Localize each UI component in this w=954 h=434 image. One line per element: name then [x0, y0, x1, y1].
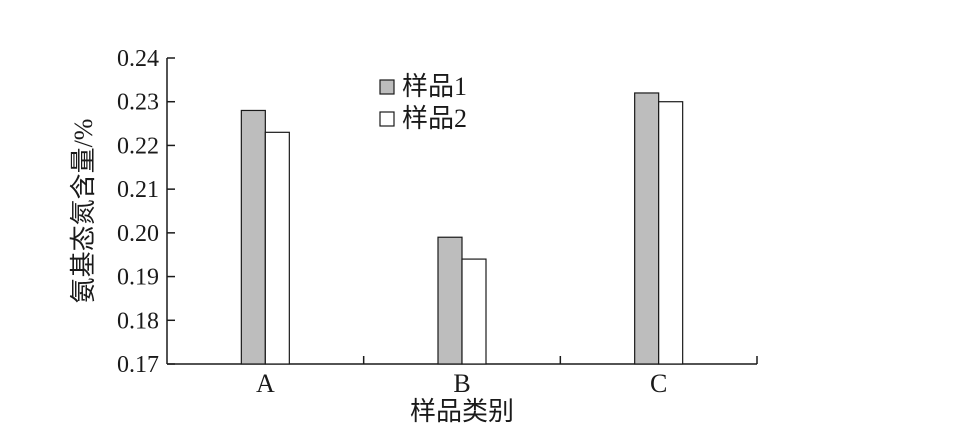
y-tick-label: 0.23 [117, 90, 159, 116]
x-category-label: C [650, 369, 667, 398]
y-tick-label: 0.21 [117, 177, 159, 203]
y-tick-label: 0.18 [117, 308, 159, 334]
y-axis-title: 氨基态氮含量/% [69, 119, 98, 304]
legend-label: 样品2 [402, 104, 467, 133]
legend-label: 样品1 [402, 72, 467, 101]
y-tick-label: 0.19 [117, 265, 159, 291]
y-tick-label: 0.24 [117, 46, 159, 72]
bar-series1-A [240, 109, 266, 365]
legend-swatch [379, 111, 395, 127]
y-tick-label: 0.20 [117, 221, 159, 247]
x-category-label: A [256, 369, 275, 398]
x-axis-title: 样品类别 [410, 397, 514, 426]
bar-series2-A [264, 131, 290, 365]
bar-series1-C [634, 92, 660, 365]
legend-swatch [379, 79, 395, 95]
bar-series2-B [461, 258, 487, 365]
bars [240, 92, 684, 365]
y-ticks: 0.17 0.18 0.19 0.20 0.21 0.22 0.23 0.24 [117, 46, 175, 378]
y-tick-label: 0.17 [117, 352, 159, 378]
x-category-label: B [453, 369, 470, 398]
x-ticks: A B C [256, 356, 758, 398]
bar-series2-C [658, 101, 684, 365]
bar-series1-B [437, 236, 463, 365]
y-tick-label: 0.22 [117, 133, 159, 159]
